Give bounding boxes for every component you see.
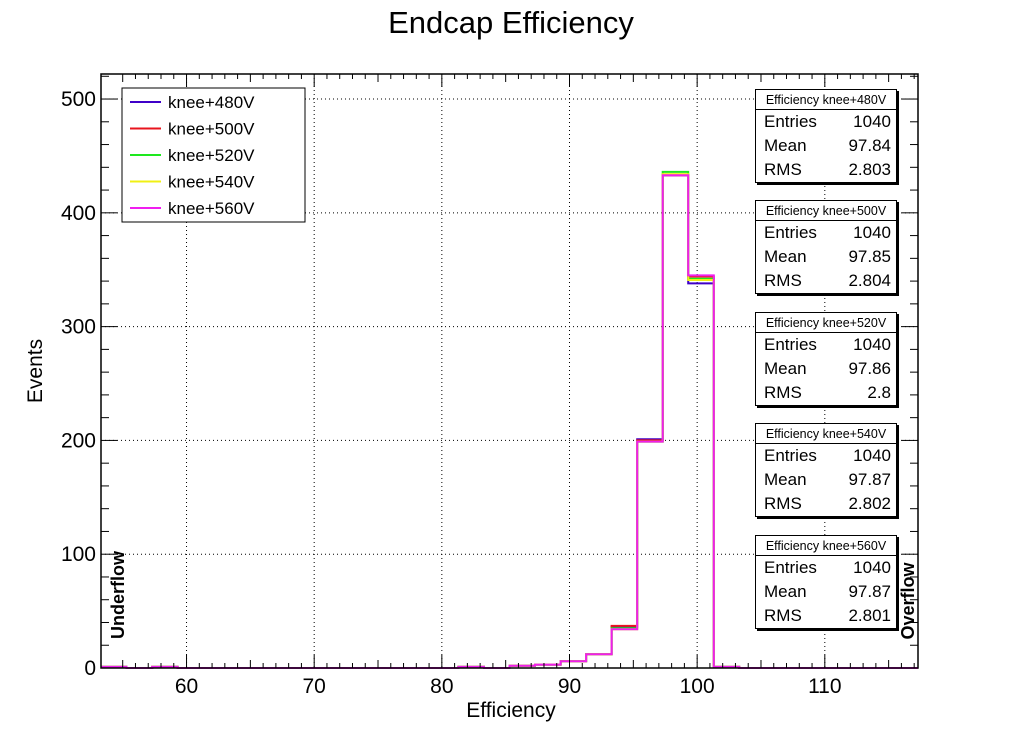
stats-box: Efficiency knee+540V Entries 1040 Mean 97.87…	[755, 423, 897, 517]
stats-label: RMS	[764, 606, 802, 625]
stats-row-rms: RMS 2.8	[756, 381, 896, 405]
legend-label: knee+560V	[168, 199, 255, 218]
stats-value: 2.803	[848, 160, 891, 179]
stats-label: Mean	[764, 359, 807, 378]
stats-value: 1040	[853, 335, 891, 354]
stats-box: Efficiency knee+480V Entries 1040 Mean 97.84…	[755, 89, 897, 183]
stats-row-entries: Entries 1040	[756, 221, 896, 245]
stats-row-rms: RMS 2.802	[756, 492, 896, 516]
stats-label: Mean	[764, 470, 807, 489]
stats-row-mean: Mean 97.87	[756, 468, 896, 492]
stats-value: 97.87	[848, 582, 891, 601]
stats-label: Entries	[764, 558, 817, 577]
stats-value: 97.86	[848, 359, 891, 378]
stats-row-rms: RMS 2.801	[756, 604, 896, 628]
stats-label: Entries	[764, 446, 817, 465]
stats-box-title: Efficiency knee+500V	[756, 201, 896, 221]
stats-value: 1040	[853, 112, 891, 131]
stats-row-entries: Entries 1040	[756, 556, 896, 580]
x-tick-label: 80	[430, 675, 453, 698]
legend: knee+480V knee+500V knee+520V knee+540V knee…	[121, 87, 306, 223]
stats-label: Mean	[764, 136, 807, 155]
legend-label: knee+520V	[168, 146, 255, 165]
x-tick-label: 110	[808, 675, 841, 698]
stats-box: Efficiency knee+500V Entries 1040 Mean 97.85…	[755, 200, 897, 294]
stats-row-entries: Entries 1040	[756, 444, 896, 468]
legend-label: knee+540V	[168, 173, 255, 192]
stats-box-title: Efficiency knee+520V	[756, 313, 896, 333]
stats-value: 97.87	[848, 470, 891, 489]
x-tick-label: 60	[175, 675, 198, 698]
overflow-label: Overflow	[898, 561, 918, 639]
stats-box-title: Efficiency knee+540V	[756, 424, 896, 444]
stats-box-title: Efficiency knee+560V	[756, 536, 896, 556]
stats-value: 97.85	[848, 247, 891, 266]
stats-label: RMS	[764, 160, 802, 179]
stats-label: RMS	[764, 271, 802, 290]
y-tick-label: 0	[84, 657, 96, 680]
x-tick-label: 90	[558, 675, 581, 698]
stats-value: 97.84	[848, 136, 891, 155]
y-tick-label: 300	[61, 316, 96, 339]
stats-value: 2.802	[848, 494, 891, 513]
stats-box-title: Efficiency knee+480V	[756, 90, 896, 110]
stats-label: Mean	[764, 247, 807, 266]
y-tick-label: 200	[61, 429, 96, 452]
plot-frame	[100, 73, 919, 669]
stats-label: Entries	[764, 112, 817, 131]
stats-box: Efficiency knee+560V Entries 1040 Mean 97.87…	[755, 535, 897, 629]
underflow-label: Underflow	[108, 550, 128, 639]
stats-box: Efficiency knee+520V Entries 1040 Mean 97.86…	[755, 312, 897, 406]
y-axis-label: Events	[24, 339, 47, 403]
stats-row-entries: Entries 1040	[756, 110, 896, 134]
stats-value: 1040	[853, 223, 891, 242]
stats-row-mean: Mean 97.87	[756, 580, 896, 604]
x-tick-label: 70	[303, 675, 326, 698]
stats-row-mean: Mean 97.85	[756, 245, 896, 269]
stats-value: 2.801	[848, 606, 891, 625]
stats-row-rms: RMS 2.803	[756, 158, 896, 182]
stats-value: 1040	[853, 446, 891, 465]
legend-label: knee+500V	[168, 120, 255, 139]
stats-row-entries: Entries 1040	[756, 333, 896, 357]
stats-row-rms: RMS 2.804	[756, 269, 896, 293]
legend-label: knee+480V	[168, 93, 255, 112]
stats-value: 1040	[853, 558, 891, 577]
stats-value: 2.8	[867, 383, 891, 402]
stats-label: Mean	[764, 582, 807, 601]
stats-label: Entries	[764, 223, 817, 242]
y-tick-label: 500	[61, 88, 96, 111]
stats-label: RMS	[764, 494, 802, 513]
stats-row-mean: Mean 97.84	[756, 134, 896, 158]
stats-value: 2.804	[848, 271, 891, 290]
axis-ticks: 60 70 80 90 100 110 0 100 200 300 400 500	[61, 74, 918, 698]
stats-label: RMS	[764, 383, 802, 402]
stats-label: Entries	[764, 335, 817, 354]
x-tick-label: 100	[680, 675, 715, 698]
x-axis-label: Efficiency	[466, 699, 556, 722]
y-tick-label: 100	[61, 543, 96, 566]
chart-title: Endcap Efficiency	[388, 5, 634, 40]
y-tick-label: 400	[61, 202, 96, 225]
stats-row-mean: Mean 97.86	[756, 357, 896, 381]
